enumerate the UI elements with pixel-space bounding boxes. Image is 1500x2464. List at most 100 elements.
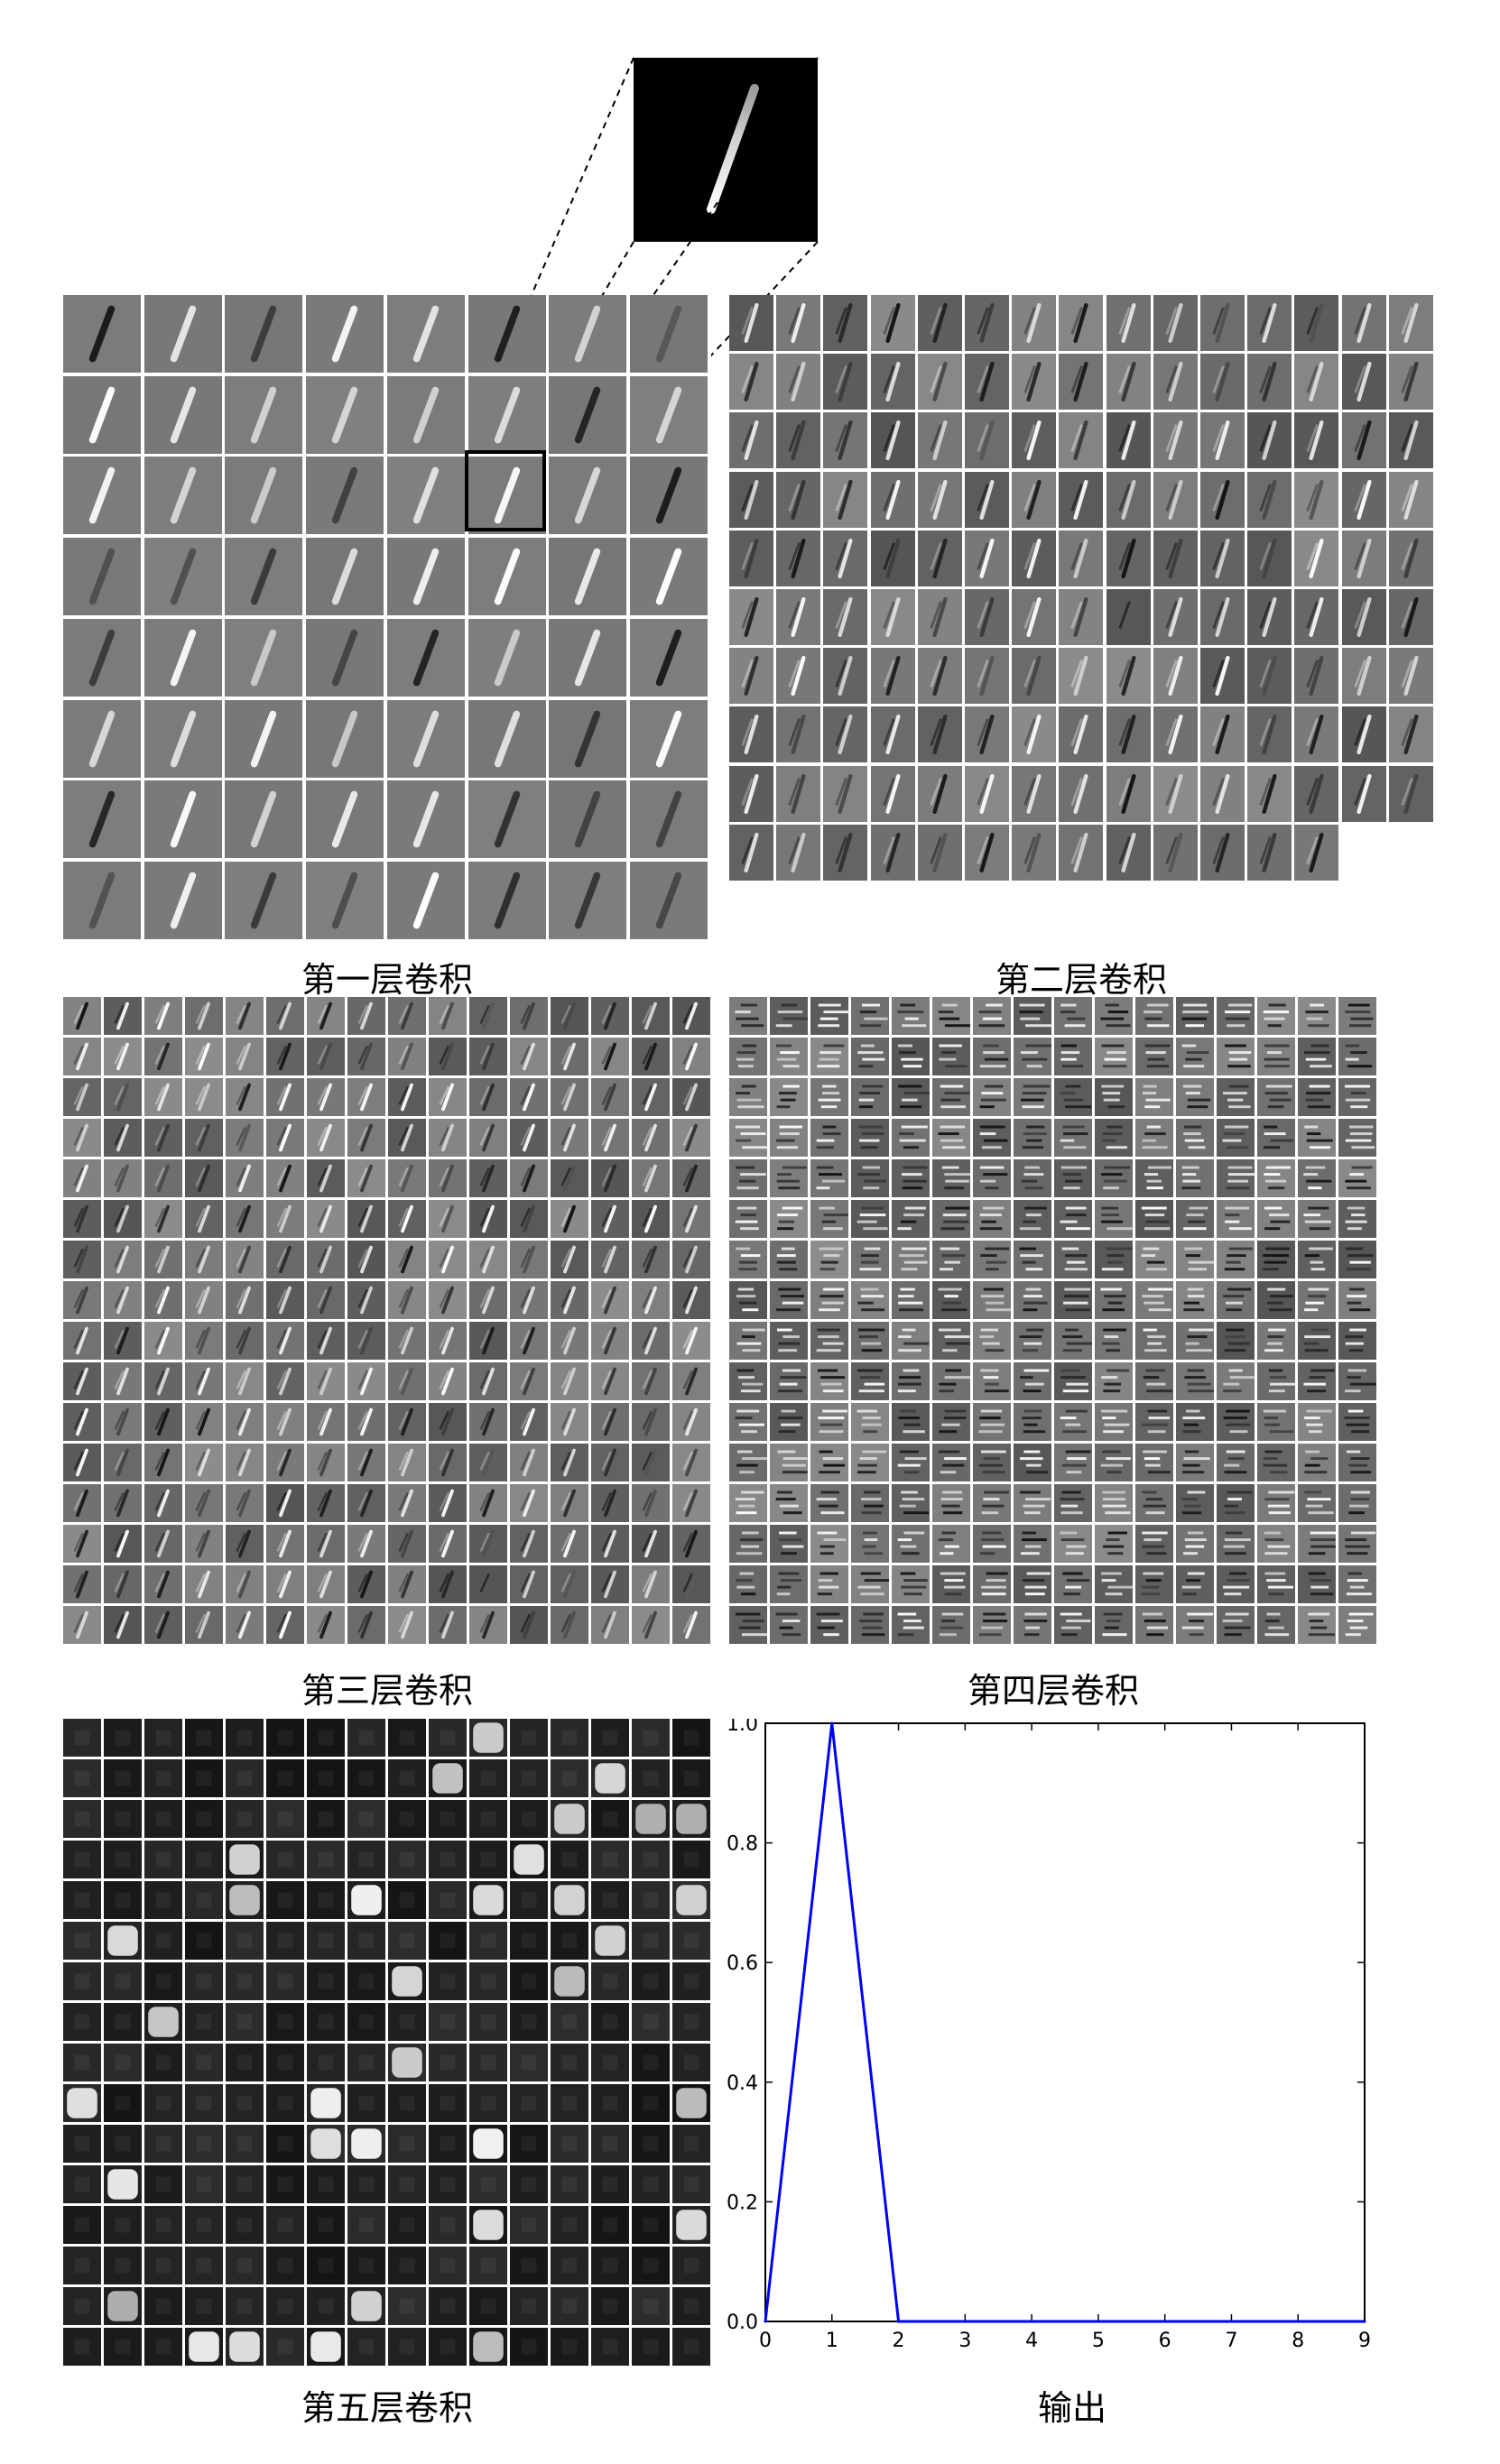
feature-map-cell [1338,1322,1376,1360]
feature-map-cell [63,1119,101,1157]
feature-map-cell [1059,471,1104,528]
feature-map-cell [1257,1565,1295,1603]
feature-map-cell [672,1962,710,2000]
feature-map-cell [63,1881,101,1919]
feature-map-cell [63,457,141,535]
feature-map-cell [63,2003,101,2041]
feature-map-cell [1341,589,1386,645]
feature-map-cell [729,471,773,528]
feature-map-cell [185,1484,223,1522]
feature-map-cell [510,1119,548,1157]
feature-map-cell [104,1922,142,1960]
feature-map-cell [1153,765,1198,822]
feature-map-cell [1298,1525,1336,1563]
feature-map-cell [591,1565,629,1603]
feature-map-cell [429,1444,467,1481]
output-data-point [1229,2320,1233,2323]
feature-map-cell [63,2044,101,2081]
feature-map-cell [632,2084,670,2122]
feature-map-cell [549,457,627,535]
feature-map-cell [388,2165,426,2203]
feature-map-cell [551,1800,588,1838]
feature-map-cell [266,2165,304,2203]
feature-map-cell [591,2328,629,2366]
feature-map-cell [63,1078,101,1116]
feature-map-cell [1135,1362,1173,1400]
feature-map-cell [1095,1281,1133,1319]
feature-map-cell [591,1881,629,1919]
feature-map-cell [591,1484,629,1522]
feature-map-cell [932,1606,970,1644]
feature-map-cell [510,2206,548,2244]
feature-map-cell [551,1078,588,1116]
feature-map-cell [1014,1362,1051,1400]
feature-map-cell [388,2084,426,2122]
feature-map-cell [729,1078,767,1116]
feature-map-cell [551,1525,588,1563]
feature-map-cell [266,2328,304,2366]
x-tick-label: 8 [1292,2330,1304,2352]
feature-map-cell [1294,765,1339,822]
feature-map-cell [1294,530,1339,586]
feature-map-cell [770,1484,808,1522]
feature-map-cell [347,1159,385,1197]
feature-map-cell [185,1800,223,1838]
feature-map-cell [307,1403,345,1441]
feature-map-cell [1095,1403,1133,1441]
feature-map-cell [225,699,303,778]
feature-map-cell [729,824,773,881]
feature-map-cell [468,538,546,616]
feature-map-cell [510,2287,548,2325]
feature-map-cell [1200,530,1245,586]
feature-map-cell [770,1403,808,1441]
feature-map-cell [388,1525,426,1563]
feature-map-cell [104,2328,142,2366]
feature-map-cell [1135,1322,1173,1360]
feature-map-cell [672,2328,710,2366]
feature-map-cell [1217,1241,1255,1278]
feature-map-cell [226,1800,264,1838]
feature-map-cell [1341,295,1386,351]
feature-map-cell [1298,1200,1336,1238]
feature-map-cell [388,1119,426,1157]
feature-map-cell [965,354,1009,411]
feature-map-cell [632,2044,670,2081]
feature-map-cell [185,2328,223,2366]
feature-map-cell [1153,530,1198,586]
feature-map-cell [965,648,1009,705]
feature-map-cell [266,1159,304,1197]
feature-map-cell [226,1922,264,1960]
feature-map-cell [551,1322,588,1360]
feature-map-cell [347,1241,385,1278]
feature-map-cell [307,1078,345,1116]
feature-map-cell [307,1525,345,1563]
feature-map-cell [429,1881,467,1919]
feature-map-cell [1217,1484,1255,1522]
feature-map-cell [1012,471,1057,528]
feature-map-cell [851,997,889,1035]
feature-map-cell [1014,1281,1051,1319]
feature-map-cell [892,1484,930,1522]
feature-map-cell [1388,765,1433,822]
feature-map-cell [851,1444,889,1481]
feature-map-cell [1200,471,1245,528]
feature-map-cell [1012,706,1057,763]
feature-map-cell [551,2084,588,2122]
feature-map-cell [973,1241,1011,1278]
feature-map-cell [1176,1281,1214,1319]
feature-map-cell [144,1322,182,1360]
feature-map-cell [1257,1119,1295,1157]
feature-map-cell [429,1078,467,1116]
feature-map-cell [1257,1159,1295,1197]
feature-map-cell [104,1444,142,1481]
feature-map-cell [1298,1403,1336,1441]
feature-map-cell [973,1038,1011,1075]
feature-map-cell [63,2247,101,2284]
feature-map-cell [144,2328,182,2366]
feature-map-cell [469,1038,507,1075]
feature-map-cell [672,1200,710,1238]
feature-map-cell [965,530,1009,586]
feature-map-cell [510,1719,548,1757]
feature-map-cell [1298,1606,1336,1644]
feature-map-cell [1338,1241,1376,1278]
